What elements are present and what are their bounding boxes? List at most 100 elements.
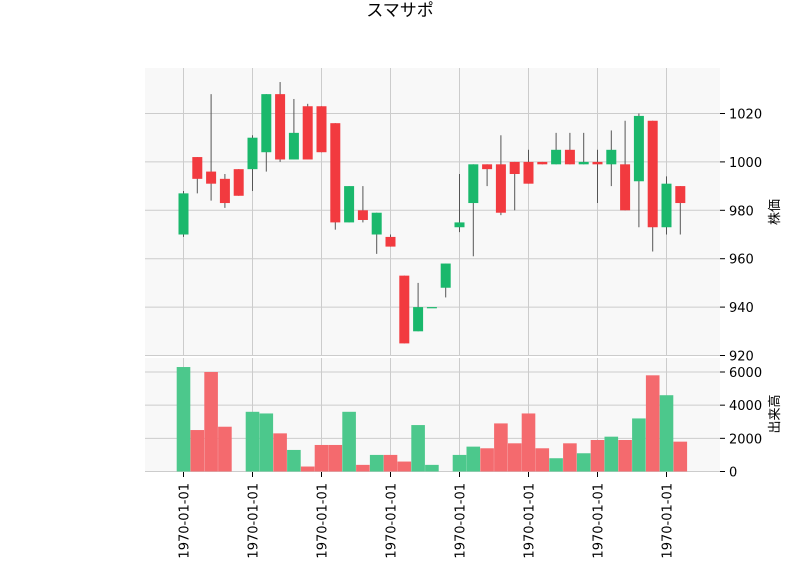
volume-tick-label: 0 xyxy=(729,466,737,481)
candle-body xyxy=(426,307,437,309)
candle-body xyxy=(647,120,658,228)
candle-body xyxy=(578,161,589,165)
volume-bar xyxy=(632,418,646,472)
x-tick-label: 1970-01-01 xyxy=(316,483,331,559)
volume-bar xyxy=(452,454,467,472)
x-tick-label: 1970-01-01 xyxy=(592,483,607,559)
candle-body xyxy=(178,193,189,235)
volume-bar xyxy=(645,375,660,472)
candle-body xyxy=(192,157,203,179)
volume-bar xyxy=(259,413,274,472)
candle-body xyxy=(371,212,382,235)
x-tick-label: 1970-01-01 xyxy=(385,483,400,559)
price-panel xyxy=(145,68,720,356)
volume-bar xyxy=(549,458,563,472)
candle-body xyxy=(661,183,672,228)
price-axis: 920 940 960 980 1000 1020 xyxy=(720,108,762,365)
volume-bar xyxy=(287,449,301,472)
volume-bar xyxy=(425,464,439,472)
candle-body xyxy=(509,161,520,174)
volume-bar xyxy=(342,411,356,472)
candle-body xyxy=(468,164,479,204)
candles xyxy=(178,82,686,344)
volume-bar xyxy=(356,464,370,472)
volume-bar xyxy=(521,413,536,472)
candle-body xyxy=(606,149,617,165)
candle-body xyxy=(440,263,451,288)
candle-body xyxy=(219,178,230,204)
volume-bar xyxy=(494,423,508,472)
candle-body xyxy=(275,94,286,160)
candle-body xyxy=(206,171,217,184)
candle-body xyxy=(620,164,631,211)
price-tick-label: 940 xyxy=(729,301,754,316)
candle-body xyxy=(523,161,534,184)
candle-body xyxy=(413,307,424,332)
candle-body xyxy=(344,186,355,223)
candle-body xyxy=(316,106,327,153)
candle-body xyxy=(495,164,506,213)
candle-body xyxy=(537,161,548,165)
volume-bar xyxy=(273,433,287,472)
candle-body xyxy=(551,149,562,165)
volume-bar xyxy=(590,439,605,472)
price-tick-label: 980 xyxy=(729,204,754,219)
volume-tick-label: 2000 xyxy=(729,432,762,447)
volume-axis: 0 2000 4000 6000 xyxy=(720,366,762,481)
volume-bar xyxy=(673,441,688,472)
candle-body xyxy=(261,94,272,153)
candle-body xyxy=(330,123,341,223)
candle-body xyxy=(357,210,368,220)
volume-bar xyxy=(576,453,591,472)
x-axis: 1970-01-01 1970-01-01 1970-01-01 1970-01-01… xyxy=(178,472,676,559)
candle-body xyxy=(399,275,410,344)
volume-bar xyxy=(383,454,398,472)
volume-bar xyxy=(190,430,205,472)
volume-bar xyxy=(369,454,384,472)
price-tick-label: 1020 xyxy=(729,108,762,123)
candle-body xyxy=(675,186,686,204)
volume-bar xyxy=(563,443,577,472)
candle-body xyxy=(288,132,299,160)
volume-bar xyxy=(397,461,412,472)
volume-axis-label: 出来高 xyxy=(767,394,783,433)
price-tick-label: 960 xyxy=(729,253,754,268)
volume-tick-label: 6000 xyxy=(729,366,762,381)
price-tick-label: 1000 xyxy=(729,156,762,171)
price-axis-label: 株価 xyxy=(768,199,783,225)
volume-bar xyxy=(204,372,218,472)
volume-bar xyxy=(314,444,329,472)
volume-bar xyxy=(245,411,260,472)
x-tick-label: 1970-01-01 xyxy=(454,483,469,559)
volume-bar xyxy=(659,395,674,472)
chart-title: スマサポ xyxy=(366,1,434,21)
volume-bar xyxy=(176,367,191,472)
volume-bar xyxy=(618,439,632,472)
volume-bar xyxy=(604,436,619,472)
candle-body xyxy=(592,161,603,165)
candle-body xyxy=(482,164,493,170)
candle-body xyxy=(385,236,396,247)
x-tick-label: 1970-01-01 xyxy=(247,483,262,559)
candle-body xyxy=(564,149,575,165)
candle-body xyxy=(233,169,244,196)
candle-body xyxy=(454,222,465,228)
volume-bar xyxy=(411,425,425,472)
volume-bar xyxy=(480,448,494,472)
volume-bar xyxy=(535,448,550,472)
x-tick-label: 1970-01-01 xyxy=(661,483,676,559)
volume-bar xyxy=(328,444,343,472)
candle-body xyxy=(302,106,313,160)
x-tick-label: 1970-01-01 xyxy=(178,483,193,559)
volume-bars xyxy=(176,367,688,472)
price-tick-label: 920 xyxy=(729,350,754,365)
x-tick-label: 1970-01-01 xyxy=(523,483,538,559)
volume-bar xyxy=(466,446,481,472)
candle-body xyxy=(247,137,258,170)
candle-body xyxy=(633,115,644,182)
volume-bar xyxy=(218,426,232,472)
volume-tick-label: 4000 xyxy=(729,399,762,414)
volume-bar xyxy=(507,443,522,472)
volume-bar xyxy=(300,466,315,472)
